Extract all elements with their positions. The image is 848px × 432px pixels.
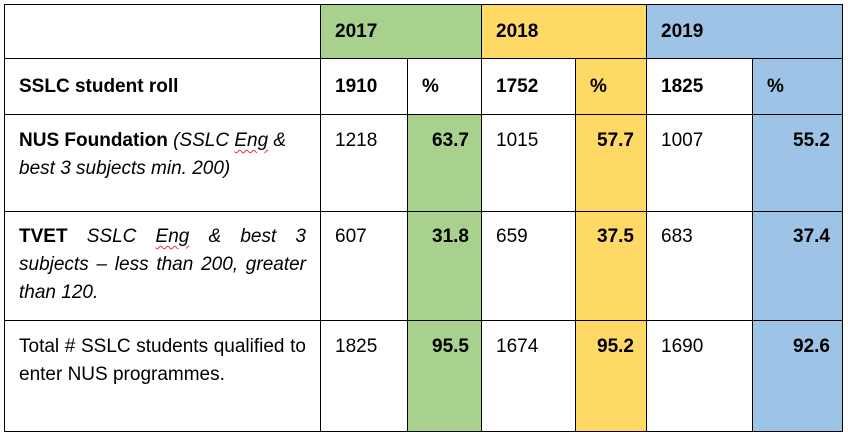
tvet-label-bold: TVET	[19, 226, 68, 247]
tvet-2018: 659	[481, 211, 576, 321]
header-row: 2017 2018 2019	[4, 4, 843, 59]
total-pct-2018: 95.2	[575, 320, 647, 432]
corner-cell	[4, 4, 321, 59]
foundation-label: NUS Foundation (SSLC Eng & best 3 subjec…	[4, 114, 321, 212]
year-2017-header: 2017	[320, 4, 482, 59]
foundation-pct-2018: 57.7	[575, 114, 647, 212]
tvet-label-criteria-1: SSLC	[67, 226, 156, 247]
tvet-label-criteria-2: & best 3 subjects – less than 200, great…	[19, 226, 306, 303]
tvet-row: TVET SSLC Eng & best 3 subjects – less t…	[4, 211, 843, 321]
student-roll-row: SSLC student roll 1910 % 1752 % 1825 %	[4, 58, 843, 115]
tvet-label: TVET SSLC Eng & best 3 subjects – less t…	[4, 211, 321, 321]
tvet-label-eng: Eng	[155, 226, 190, 247]
foundation-2019: 1007	[646, 114, 753, 212]
total-2018: 1674	[481, 320, 576, 432]
foundation-label-criteria-2: & best 3 subjects min. 200)	[19, 130, 287, 179]
foundation-label-bold: NUS Foundation	[19, 130, 168, 151]
foundation-row: NUS Foundation (SSLC Eng & best 3 subjec…	[4, 114, 843, 212]
total-pct-2017: 95.5	[407, 320, 482, 432]
foundation-pct-2019: 55.2	[752, 114, 843, 212]
tvet-pct-2017: 31.8	[407, 211, 482, 321]
foundation-2018: 1015	[481, 114, 576, 212]
tvet-2019: 683	[646, 211, 753, 321]
sslc-qualification-table: 2017 2018 2019 SSLC student roll 1910 % …	[4, 4, 843, 432]
roll-label: SSLC student roll	[4, 58, 321, 115]
total-pct-2019: 92.6	[752, 320, 843, 432]
foundation-2017: 1218	[320, 114, 408, 212]
pct-header-2018: %	[575, 58, 647, 115]
tvet-2017: 607	[320, 211, 408, 321]
pct-header-2019: %	[752, 58, 843, 115]
roll-2017: 1910	[320, 58, 408, 115]
pct-header-2017: %	[407, 58, 482, 115]
total-2017: 1825	[320, 320, 408, 432]
roll-2018: 1752	[481, 58, 576, 115]
total-2019: 1690	[646, 320, 753, 432]
year-2018-header: 2018	[481, 4, 647, 59]
foundation-pct-2017: 63.7	[407, 114, 482, 212]
foundation-label-eng: Eng	[234, 130, 269, 151]
tvet-pct-2019: 37.4	[752, 211, 843, 321]
total-row: Total # SSLC students qualified to enter…	[4, 320, 843, 432]
roll-2019: 1825	[646, 58, 753, 115]
foundation-label-criteria-1: (SSLC	[167, 130, 235, 151]
year-2019-header: 2019	[646, 4, 843, 59]
tvet-pct-2018: 37.5	[575, 211, 647, 321]
total-label: Total # SSLC students qualified to enter…	[4, 320, 321, 432]
